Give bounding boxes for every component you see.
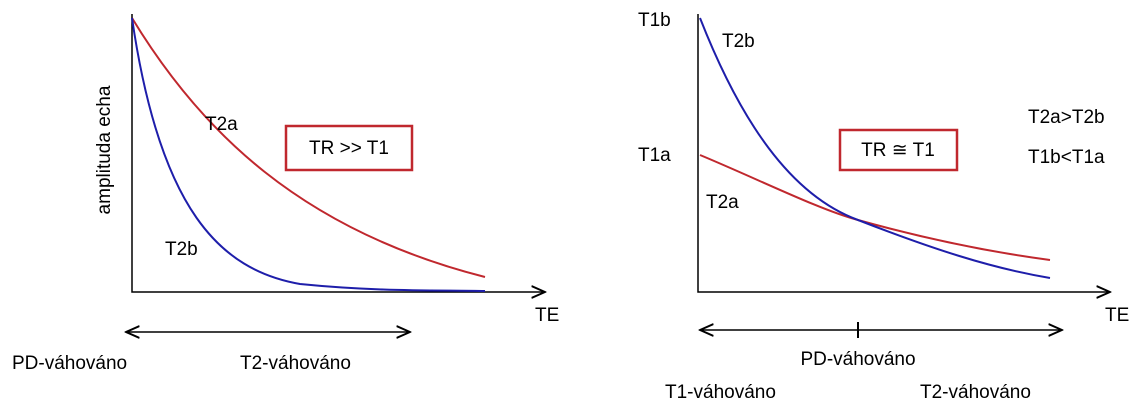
relation: T2a>T2b <box>1028 107 1105 128</box>
curve-label: T2b <box>722 31 755 52</box>
condition-box <box>284 124 414 172</box>
relation: T1b<T1a <box>1028 147 1105 168</box>
y-label: T1b <box>638 10 671 31</box>
axes <box>131 14 545 292</box>
left-plot: amplituda echa TE T2a T2b TR >> T1 PD-vá… <box>12 14 559 374</box>
curve-label: T2a <box>205 114 238 135</box>
y-label: T1a <box>638 145 671 166</box>
x-label: TE <box>535 305 559 326</box>
arrow-label: PD-váhováno <box>800 349 915 370</box>
curve-t2b <box>131 17 486 292</box>
curve-label: T2a <box>706 192 739 213</box>
right-plot: T1b T1a TE T2b T2a TR ≅ T1 T2a>T2b T1b<T… <box>638 10 1129 403</box>
arrow-label: T1-váhováno <box>665 382 776 403</box>
y-label: amplituda echa <box>94 85 115 214</box>
curve-label: T2b <box>165 239 198 260</box>
curve-t2a <box>131 17 486 278</box>
arrow-label: PD-váhováno <box>12 353 127 374</box>
x-label: TE <box>1105 305 1129 326</box>
arrow-label: T2-váhováno <box>920 382 1031 403</box>
condition-box <box>838 128 959 172</box>
condition: TR ≅ T1 <box>861 140 935 161</box>
arrow-label: T2-váhováno <box>240 353 351 374</box>
curve-t2b <box>699 17 1051 279</box>
condition: TR >> T1 <box>309 138 389 159</box>
axes <box>697 14 1110 292</box>
